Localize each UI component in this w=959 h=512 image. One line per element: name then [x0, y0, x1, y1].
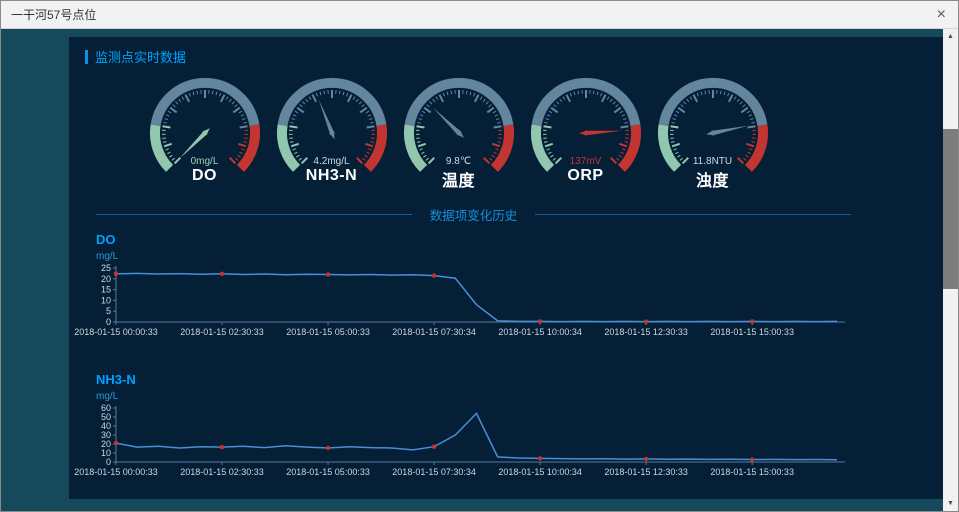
gauge-label: 浊度 [695, 173, 729, 190]
gauge-value: 9.8℃ [445, 156, 472, 167]
gauge-turbidity: 11.8NTU 浊度 [649, 73, 776, 191]
svg-text:10: 10 [101, 448, 111, 458]
chart-do: DO mg/L 0 5 10 15 20 25 2018-01-15 00:00:33 201… [74, 232, 945, 342]
svg-text:2018-01-15 05:00:33: 2018-01-15 05:00:33 [286, 327, 370, 337]
svg-text:25: 25 [101, 263, 111, 273]
svg-text:0: 0 [106, 457, 111, 467]
gauge-dial [404, 78, 514, 172]
titlebar: 一干河57号点位 × [1, 1, 958, 29]
gauge-label: DO [192, 167, 217, 184]
section-title-history: 数据项变化历史 [429, 209, 518, 223]
dashboard-panel: 监测点实时数据 0mg/L DO 4.2mg/L NH3-N 9.8℃ 温度 [69, 37, 945, 499]
svg-text:20: 20 [101, 439, 111, 449]
svg-text:2018-01-15 15:00:33: 2018-01-15 15:00:33 [710, 467, 794, 477]
svg-text:2018-01-15 02:30:33: 2018-01-15 02:30:33 [180, 467, 264, 477]
svg-text:2018-01-15 00:00:33: 2018-01-15 00:00:33 [74, 327, 158, 337]
scroll-thumb[interactable] [943, 129, 958, 289]
gauge-label: NH3-N [305, 167, 358, 184]
gauge-dial [531, 78, 641, 172]
gauge-row: 0mg/L DO 4.2mg/L NH3-N 9.8℃ 温度 137mV ORP [69, 73, 945, 191]
gauge-value: 11.8NTU [692, 156, 733, 167]
close-icon[interactable]: × [936, 5, 946, 23]
svg-text:40: 40 [101, 421, 111, 431]
gauge-dial [277, 78, 387, 172]
svg-text:15: 15 [101, 285, 111, 295]
scroll-up-icon[interactable]: ▲ [947, 33, 954, 40]
svg-text:2018-01-15 00:00:33: 2018-01-15 00:00:33 [74, 467, 158, 477]
svg-text:10: 10 [101, 295, 111, 305]
gauge-nh3n: 4.2mg/L NH3-N [268, 73, 395, 191]
svg-text:2018-01-15 07:30:34: 2018-01-15 07:30:34 [392, 467, 476, 477]
svg-text:20: 20 [101, 274, 111, 284]
history-section-divider: 数据项变化历史 [96, 205, 852, 224]
content-area: 监测点实时数据 0mg/L DO 4.2mg/L NH3-N 9.8℃ 温度 [1, 29, 958, 511]
svg-text:2018-01-15 10:00:34: 2018-01-15 10:00:34 [498, 327, 582, 337]
chart-nh3n: NH3-N mg/L 0 10 20 30 40 50 60 2018-01-15 00:00… [74, 372, 945, 482]
svg-text:2018-01-15 10:00:34: 2018-01-15 10:00:34 [498, 467, 582, 477]
gauge-orp: 137mV ORP [522, 73, 649, 191]
gauge-do: 0mg/L DO [141, 73, 268, 191]
scrollbar[interactable]: ▲ ▼ [943, 29, 958, 511]
chart-unit: mg/L [96, 391, 119, 402]
gauge-temperature: 9.8℃ 温度 [395, 73, 522, 191]
gauge-dial [150, 78, 260, 172]
svg-text:0: 0 [106, 317, 111, 327]
realtime-section-header: 监测点实时数据 [69, 37, 945, 66]
svg-text:2018-01-15 05:00:33: 2018-01-15 05:00:33 [286, 467, 370, 477]
gauge-dial [658, 78, 768, 172]
gauge-label: 温度 [441, 173, 475, 190]
svg-text:2018-01-15 12:30:33: 2018-01-15 12:30:33 [604, 467, 688, 477]
divider-line [96, 214, 412, 215]
gauge-label: ORP [567, 167, 604, 184]
section-accent-bar [85, 49, 88, 64]
svg-text:2018-01-15 07:30:34: 2018-01-15 07:30:34 [392, 327, 476, 337]
chart-title: DO [96, 232, 116, 247]
chart-unit: mg/L [96, 251, 119, 262]
chart-title: NH3-N [96, 372, 136, 387]
svg-text:2018-01-15 15:00:33: 2018-01-15 15:00:33 [710, 327, 794, 337]
gauge-value: 0mg/L [190, 156, 219, 167]
svg-text:60: 60 [101, 403, 111, 413]
section-title-realtime: 监测点实时数据 [95, 50, 187, 65]
window-title: 一干河57号点位 [11, 8, 97, 22]
svg-text:2018-01-15 12:30:33: 2018-01-15 12:30:33 [604, 327, 688, 337]
gauge-value: 4.2mg/L [313, 156, 350, 167]
divider-line [535, 214, 852, 215]
scroll-down-icon[interactable]: ▼ [947, 500, 954, 507]
svg-text:50: 50 [101, 412, 111, 422]
gauge-value: 137mV [569, 156, 602, 167]
svg-text:30: 30 [101, 430, 111, 440]
svg-text:5: 5 [106, 306, 111, 316]
svg-text:2018-01-15 02:30:33: 2018-01-15 02:30:33 [180, 327, 264, 337]
